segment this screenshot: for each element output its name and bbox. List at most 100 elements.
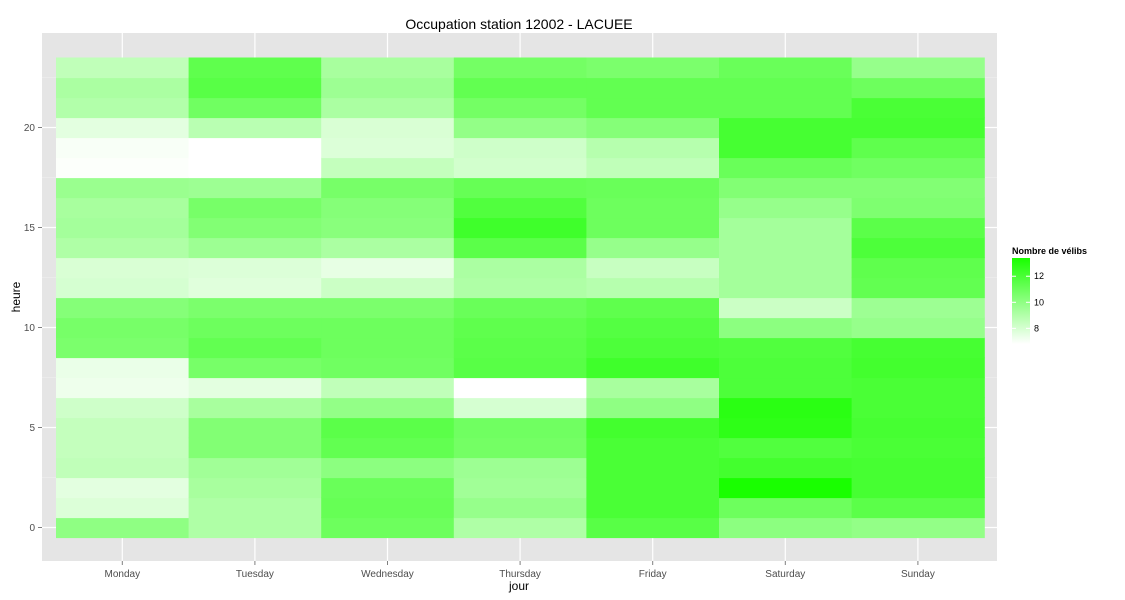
heatmap-cell (586, 217, 720, 239)
heatmap-cell (453, 377, 587, 399)
heatmap-cell (321, 77, 455, 99)
heatmap-cell (56, 137, 190, 159)
heatmap-cell (719, 377, 853, 399)
y-tick-label: 5 (29, 423, 35, 434)
heatmap-cell (56, 237, 190, 259)
heatmap-cell (586, 137, 720, 159)
heatmap-cell (719, 277, 853, 299)
heatmap-cell (851, 297, 985, 319)
heatmap-cell (851, 197, 985, 219)
heatmap-cell (188, 477, 322, 499)
heatmap-cell (586, 317, 720, 339)
heatmap-cell (321, 357, 455, 379)
heatmap-cell (56, 437, 190, 459)
heatmap-cell (586, 337, 720, 359)
heatmap-cell (851, 117, 985, 139)
heatmap-cell (188, 157, 322, 179)
heatmap-cell (56, 117, 190, 139)
heatmap-cell (719, 437, 853, 459)
heatmap-cell (586, 297, 720, 319)
heatmap-cell (851, 477, 985, 499)
heatmap-cell (719, 77, 853, 99)
heatmap-cell (719, 357, 853, 379)
heatmap-cell (586, 457, 720, 479)
heatmap-cell (851, 157, 985, 179)
heatmap-cell (56, 497, 190, 519)
heatmap-cell (56, 377, 190, 399)
heatmap-cell (188, 457, 322, 479)
heatmap-cell (586, 177, 720, 199)
heatmap-cell (453, 497, 587, 519)
heatmap-cell (851, 137, 985, 159)
heatmap-cell (586, 117, 720, 139)
heatmap-cell (188, 257, 322, 279)
heatmap-cell (851, 177, 985, 199)
heatmap-cell (321, 477, 455, 499)
heatmap-cell (851, 237, 985, 259)
heatmap-cell (586, 397, 720, 419)
heatmap-cell (586, 497, 720, 519)
heatmap-cell (851, 377, 985, 399)
heatmap-cell (586, 517, 720, 539)
heatmap-cell (188, 217, 322, 239)
heatmap-cell (321, 337, 455, 359)
x-tick-label: Thursday (499, 569, 541, 580)
heatmap-cell (851, 277, 985, 299)
heatmap-cell (321, 497, 455, 519)
heatmap-cell (321, 377, 455, 399)
heatmap-cell (453, 97, 587, 119)
x-axis-title: jour (508, 579, 529, 593)
heatmap-cell (453, 57, 587, 79)
heatmap-cell (188, 97, 322, 119)
heatmap-cell (321, 137, 455, 159)
legend-colorbar (1012, 258, 1030, 344)
heatmap-cell (188, 377, 322, 399)
heatmap-cell (719, 257, 853, 279)
heatmap-cell (56, 217, 190, 239)
heatmap-cell (188, 517, 322, 539)
heatmap-cell (586, 77, 720, 99)
heatmap-cell (719, 97, 853, 119)
heatmap-cell (586, 417, 720, 439)
legend-ticks: 8 10 12 (1012, 271, 1044, 333)
y-tick-label: 10 (24, 323, 36, 334)
heatmap-cell (188, 77, 322, 99)
heatmap-cell (56, 197, 190, 219)
heatmap-cell (56, 357, 190, 379)
heatmap-cell (453, 317, 587, 339)
heatmap-cell (56, 457, 190, 479)
legend-tick-label: 10 (1034, 297, 1044, 307)
heatmap-cell (321, 257, 455, 279)
legend-tick-label: 8 (1034, 323, 1039, 333)
heatmap-cell (851, 317, 985, 339)
heatmap-cell (321, 317, 455, 339)
heatmap-cell (586, 437, 720, 459)
heatmap-cell (719, 337, 853, 359)
y-axis-title: heure (9, 281, 23, 312)
heatmap-cell (188, 297, 322, 319)
heatmap-cell (188, 437, 322, 459)
heatmap-cell (321, 177, 455, 199)
heatmap-cell (188, 117, 322, 139)
heatmap-cell (719, 177, 853, 199)
heatmap-cell (453, 477, 587, 499)
heatmap-cell (321, 157, 455, 179)
heatmap-cell (453, 217, 587, 239)
chart-title: Occupation station 12002 - LACUEE (405, 16, 632, 32)
heatmap-cell (188, 197, 322, 219)
heatmap-cell (719, 137, 853, 159)
heatmap-cell (56, 157, 190, 179)
x-tick-label: Saturday (765, 569, 805, 580)
heatmap-cell (586, 377, 720, 399)
heatmap-cell (719, 237, 853, 259)
heatmap-cell (188, 337, 322, 359)
heatmap-cell (321, 97, 455, 119)
heatmap-cell (851, 397, 985, 419)
y-tick-label: 0 (29, 523, 35, 534)
legend-title: Nombre de vélibs (1012, 246, 1087, 256)
heatmap-cell (586, 257, 720, 279)
heatmap-cell (188, 497, 322, 519)
heatmap-cell (586, 357, 720, 379)
heatmap-cell (851, 417, 985, 439)
legend: Nombre de vélibs 8 10 12 (1012, 246, 1087, 344)
